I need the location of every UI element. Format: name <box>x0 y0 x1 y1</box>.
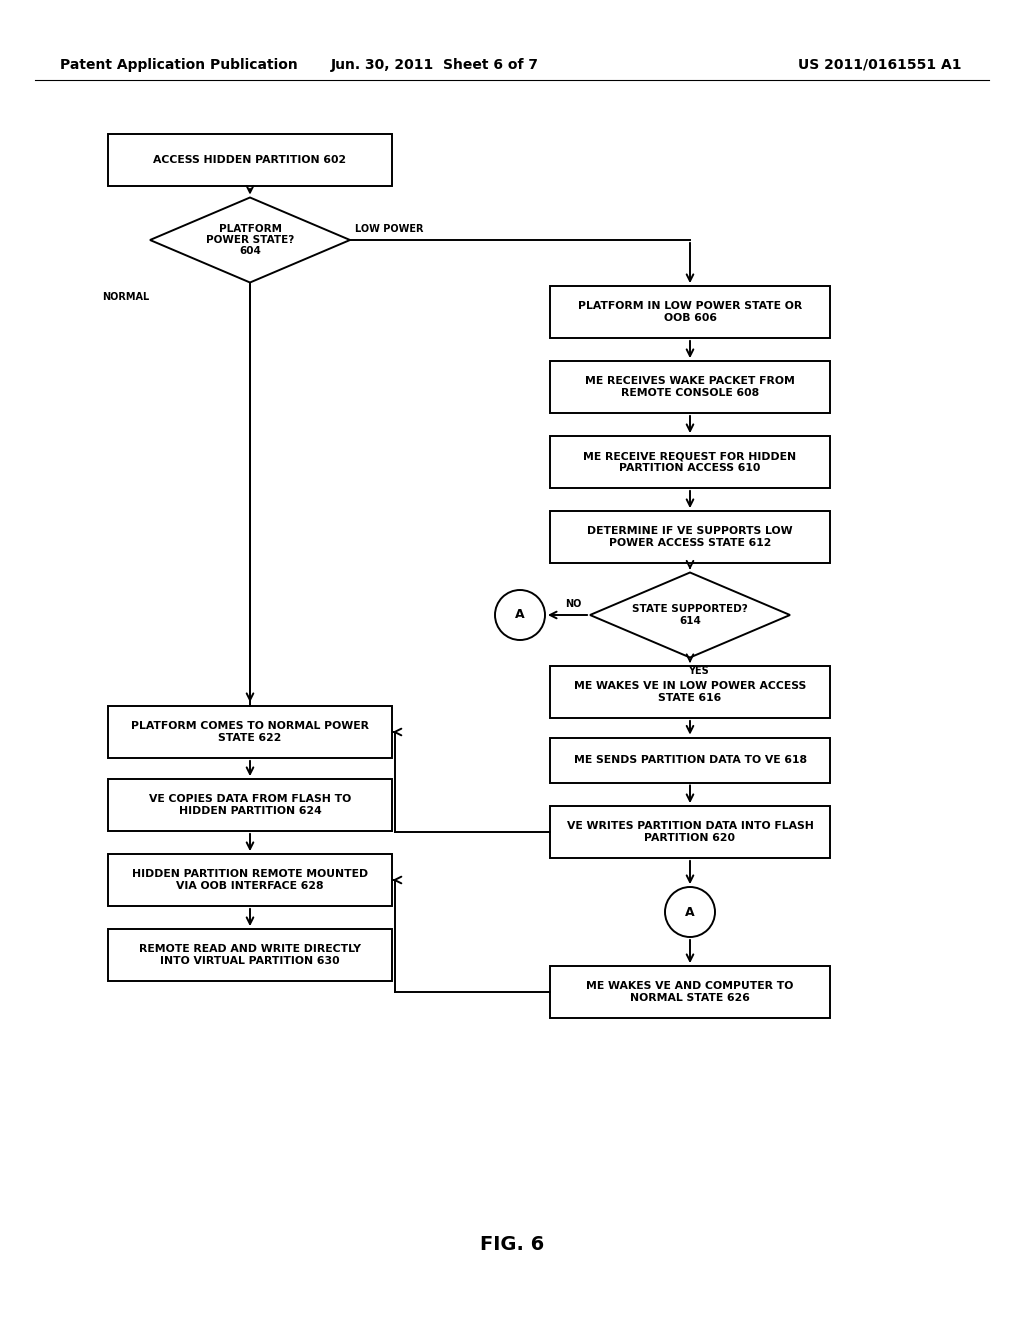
Text: PARTITION 620: PARTITION 620 <box>644 833 735 842</box>
Bar <box>550 667 830 718</box>
Bar <box>550 807 830 858</box>
Bar <box>108 854 392 906</box>
Text: OOB 606: OOB 606 <box>664 313 717 323</box>
Text: REMOTE READ AND WRITE DIRECTLY: REMOTE READ AND WRITE DIRECTLY <box>139 944 361 954</box>
Text: REMOTE CONSOLE 608: REMOTE CONSOLE 608 <box>621 388 759 397</box>
Text: DETERMINE IF VE SUPPORTS LOW: DETERMINE IF VE SUPPORTS LOW <box>587 527 793 536</box>
Circle shape <box>665 887 715 937</box>
Bar <box>550 360 830 413</box>
Text: FIG. 6: FIG. 6 <box>480 1236 544 1254</box>
Text: ME WAKES VE AND COMPUTER TO: ME WAKES VE AND COMPUTER TO <box>587 981 794 991</box>
Text: 604: 604 <box>239 247 261 256</box>
Text: ME RECEIVE REQUEST FOR HIDDEN: ME RECEIVE REQUEST FOR HIDDEN <box>584 451 797 461</box>
Text: VIA OOB INTERFACE 628: VIA OOB INTERFACE 628 <box>176 880 324 891</box>
Text: PARTITION ACCESS 610: PARTITION ACCESS 610 <box>620 463 761 473</box>
Text: ME WAKES VE IN LOW POWER ACCESS: ME WAKES VE IN LOW POWER ACCESS <box>573 681 806 692</box>
Bar <box>550 738 830 783</box>
Text: PLATFORM IN LOW POWER STATE OR: PLATFORM IN LOW POWER STATE OR <box>578 301 802 312</box>
Polygon shape <box>150 198 350 282</box>
Text: NORMAL: NORMAL <box>102 293 150 302</box>
Text: A: A <box>515 609 525 622</box>
Text: NORMAL STATE 626: NORMAL STATE 626 <box>630 993 750 1003</box>
Bar <box>108 929 392 981</box>
Text: ACCESS HIDDEN PARTITION 602: ACCESS HIDDEN PARTITION 602 <box>154 154 346 165</box>
Text: STATE 622: STATE 622 <box>218 733 282 743</box>
Circle shape <box>495 590 545 640</box>
Text: HIDDEN PARTITION REMOTE MOUNTED: HIDDEN PARTITION REMOTE MOUNTED <box>132 870 368 879</box>
Text: A: A <box>685 906 695 919</box>
Bar <box>108 779 392 832</box>
Text: ME RECEIVES WAKE PACKET FROM: ME RECEIVES WAKE PACKET FROM <box>585 376 795 387</box>
Polygon shape <box>590 573 790 657</box>
Text: POWER ACCESS STATE 612: POWER ACCESS STATE 612 <box>609 537 771 548</box>
Text: US 2011/0161551 A1: US 2011/0161551 A1 <box>799 58 962 73</box>
Text: POWER STATE?: POWER STATE? <box>206 235 294 246</box>
Bar <box>550 966 830 1018</box>
Bar <box>550 436 830 488</box>
Text: STATE 616: STATE 616 <box>658 693 722 702</box>
Text: VE COPIES DATA FROM FLASH TO: VE COPIES DATA FROM FLASH TO <box>148 795 351 804</box>
Text: STATE SUPPORTED?: STATE SUPPORTED? <box>632 605 748 614</box>
Text: PLATFORM COMES TO NORMAL POWER: PLATFORM COMES TO NORMAL POWER <box>131 721 369 731</box>
Text: PLATFORM: PLATFORM <box>218 223 282 234</box>
Text: LOW POWER: LOW POWER <box>355 224 424 234</box>
Bar <box>108 706 392 758</box>
Text: VE WRITES PARTITION DATA INTO FLASH: VE WRITES PARTITION DATA INTO FLASH <box>566 821 813 832</box>
Text: 614: 614 <box>679 615 701 626</box>
Bar <box>550 511 830 564</box>
Text: YES: YES <box>688 665 709 676</box>
Text: NO: NO <box>565 599 582 609</box>
Text: ME SENDS PARTITION DATA TO VE 618: ME SENDS PARTITION DATA TO VE 618 <box>573 755 807 766</box>
Text: Patent Application Publication: Patent Application Publication <box>60 58 298 73</box>
Text: Jun. 30, 2011  Sheet 6 of 7: Jun. 30, 2011 Sheet 6 of 7 <box>331 58 539 73</box>
Text: HIDDEN PARTITION 624: HIDDEN PARTITION 624 <box>178 805 322 816</box>
Text: INTO VIRTUAL PARTITION 630: INTO VIRTUAL PARTITION 630 <box>160 956 340 966</box>
Bar <box>550 286 830 338</box>
Bar <box>108 135 392 186</box>
